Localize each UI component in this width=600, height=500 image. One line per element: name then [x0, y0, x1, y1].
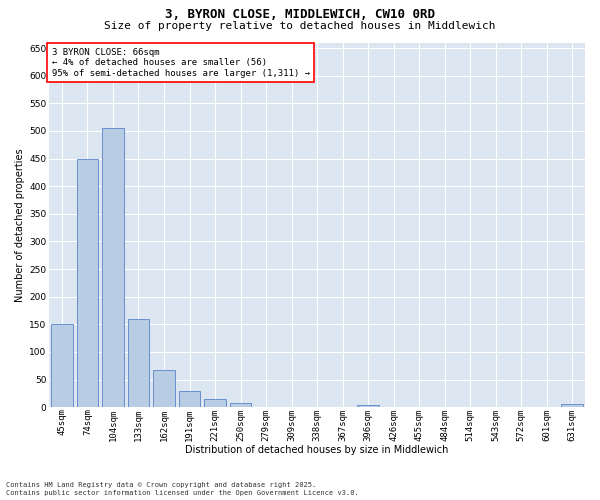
Bar	[128, 319, 149, 407]
Y-axis label: Number of detached properties: Number of detached properties	[15, 148, 25, 302]
Bar	[102, 128, 124, 407]
Bar	[153, 370, 175, 407]
Bar	[51, 324, 73, 407]
Bar	[562, 404, 583, 407]
Text: Contains HM Land Registry data © Crown copyright and database right 2025.: Contains HM Land Registry data © Crown c…	[6, 482, 316, 488]
Bar	[230, 403, 251, 407]
Bar	[179, 390, 200, 407]
Text: 3, BYRON CLOSE, MIDDLEWICH, CW10 0RD: 3, BYRON CLOSE, MIDDLEWICH, CW10 0RD	[165, 8, 435, 20]
Bar	[77, 158, 98, 407]
Bar	[357, 405, 379, 407]
Text: 3 BYRON CLOSE: 66sqm
← 4% of detached houses are smaller (56)
95% of semi-detach: 3 BYRON CLOSE: 66sqm ← 4% of detached ho…	[52, 48, 310, 78]
X-axis label: Distribution of detached houses by size in Middlewich: Distribution of detached houses by size …	[185, 445, 449, 455]
Bar	[204, 400, 226, 407]
Text: Contains public sector information licensed under the Open Government Licence v3: Contains public sector information licen…	[6, 490, 359, 496]
Text: Size of property relative to detached houses in Middlewich: Size of property relative to detached ho…	[104, 21, 496, 31]
